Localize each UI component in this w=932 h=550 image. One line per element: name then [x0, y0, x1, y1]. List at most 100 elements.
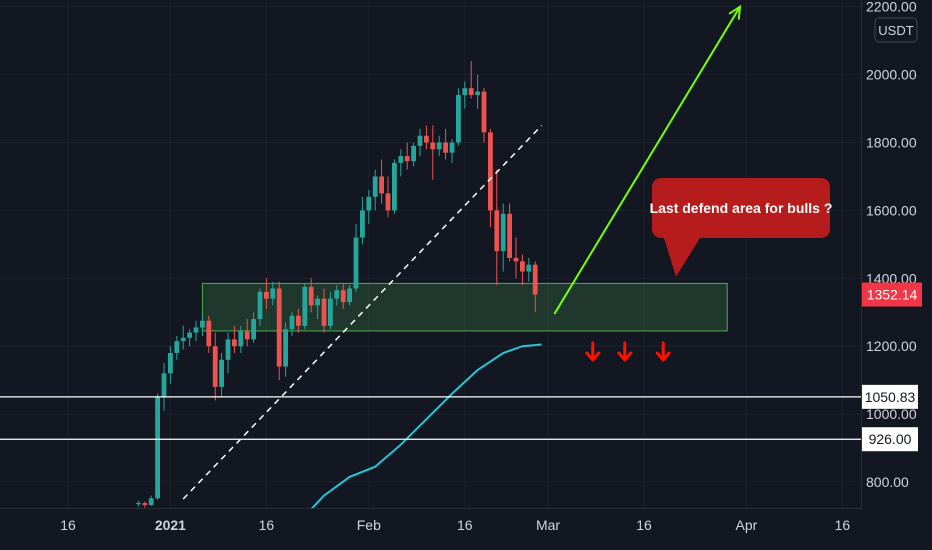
time-axis-background	[0, 508, 932, 550]
candle-body	[468, 88, 474, 95]
candle-body	[520, 261, 525, 272]
last-price-label: 1352.14	[862, 282, 922, 307]
moving-average-line	[304, 343, 542, 517]
price-tick-label: 800.00	[866, 474, 909, 490]
candle-body	[507, 213, 512, 258]
chart-grid	[0, 0, 862, 508]
last-price-value: 1352.14	[867, 287, 918, 303]
currency-badge[interactable]: USDT	[874, 17, 918, 43]
level-labels: 1050.83 926.00	[862, 384, 918, 452]
candle-body	[475, 91, 480, 95]
time-tick-label: 16	[259, 517, 275, 533]
candle-body	[443, 142, 448, 153]
candle-body	[219, 359, 224, 387]
candle-body	[257, 291, 263, 320]
level-label-value: 926.00	[869, 431, 912, 447]
candle-body	[392, 162, 397, 211]
candle-body	[411, 145, 416, 162]
candles	[136, 61, 538, 508]
candle-body	[481, 91, 487, 133]
currency-label: USDT	[878, 23, 913, 38]
price-tick-label: 1400.00	[866, 270, 917, 286]
candle-body	[404, 156, 410, 162]
price-tick-label: 1600.00	[866, 202, 917, 218]
candle-body	[398, 156, 404, 163]
candle-body	[513, 257, 519, 262]
candle-body	[456, 94, 461, 143]
down-arrows	[585, 341, 671, 362]
time-axis-ticks: 16 2021 16 Feb 16 Mar 16 Apr 16	[60, 517, 850, 533]
candle-body	[385, 193, 391, 211]
candle-body	[462, 88, 468, 95]
candle-body	[212, 346, 218, 387]
level-label-tag	[862, 427, 918, 452]
candle-body	[366, 196, 372, 211]
time-tick-label: 2021	[155, 517, 186, 533]
candle-body	[526, 264, 532, 272]
time-tick-label: 16	[60, 517, 76, 533]
candle-body	[225, 339, 231, 360]
horizontal-levels	[0, 396, 862, 440]
dashed-trendline	[182, 125, 543, 500]
candle-body	[360, 210, 365, 238]
candle-body	[449, 142, 455, 153]
candle-body	[315, 298, 320, 306]
candle-body	[353, 237, 359, 289]
candle-body	[148, 498, 154, 506]
candle-body	[206, 320, 212, 347]
candle-body	[532, 264, 538, 295]
down-arrow-icon	[585, 341, 601, 362]
candle-body	[142, 503, 148, 506]
price-tick-label: 2000.00	[866, 67, 917, 83]
price-tick-label: 2200.00	[866, 0, 917, 15]
candle-body	[494, 210, 500, 252]
projection-arrow-head	[728, 4, 742, 20]
candle-body	[180, 337, 186, 342]
price-tick-label: 1000.00	[866, 406, 917, 422]
time-axis[interactable]: 16 2021 16 Feb 16 Mar 16 Apr 16	[0, 508, 932, 550]
down-arrow-icon	[655, 341, 671, 362]
projection-arrow	[553, 4, 742, 315]
candle-body	[334, 290, 340, 299]
down-arrow-icon	[617, 341, 633, 362]
price-tick-label: 1800.00	[866, 135, 917, 151]
candle-body	[155, 397, 160, 499]
time-tick-label: Feb	[357, 517, 381, 533]
time-tick-label: Mar	[536, 517, 560, 533]
time-tick-label: 16	[636, 517, 652, 533]
candle-body	[270, 288, 276, 299]
candle-body	[200, 320, 205, 328]
price-axis-ticks: 800.00 1000.00 1200.00 1400.00 1600.00 1800.0…	[866, 0, 917, 490]
candle-body	[296, 315, 301, 326]
candle-body	[328, 298, 333, 326]
time-tick-label: Apr	[736, 517, 758, 533]
time-tick-label: 16	[835, 517, 851, 533]
callout-bubble	[652, 178, 830, 277]
price-tick-label: 1200.00	[866, 338, 917, 354]
candle-body	[244, 330, 250, 340]
candle-body	[302, 286, 308, 326]
candle-body	[372, 176, 378, 197]
candle-body	[187, 332, 192, 338]
candle-body	[232, 339, 237, 347]
candle-body	[347, 288, 352, 303]
last-price-tag	[862, 282, 922, 307]
price-axis[interactable]: 800.00 1000.00 1200.00 1400.00 1600.00 1800.0…	[861, 0, 932, 550]
candle-body	[161, 373, 167, 398]
candle-body	[308, 286, 314, 306]
candle-body	[436, 142, 442, 150]
currency-badge-frame	[874, 17, 918, 43]
candle-body	[276, 288, 282, 367]
candle-body	[168, 352, 173, 374]
callout-text: Last defend area for bulls ?	[650, 200, 833, 216]
candle-body	[264, 291, 269, 299]
candle-body	[238, 330, 244, 347]
candle-body	[193, 327, 199, 333]
candle-body	[136, 503, 141, 505]
projection-arrow-shaft	[553, 6, 741, 315]
candle-body	[417, 135, 423, 146]
candle-body	[174, 341, 180, 353]
candle-body	[251, 319, 256, 340]
candle-body	[321, 298, 327, 326]
